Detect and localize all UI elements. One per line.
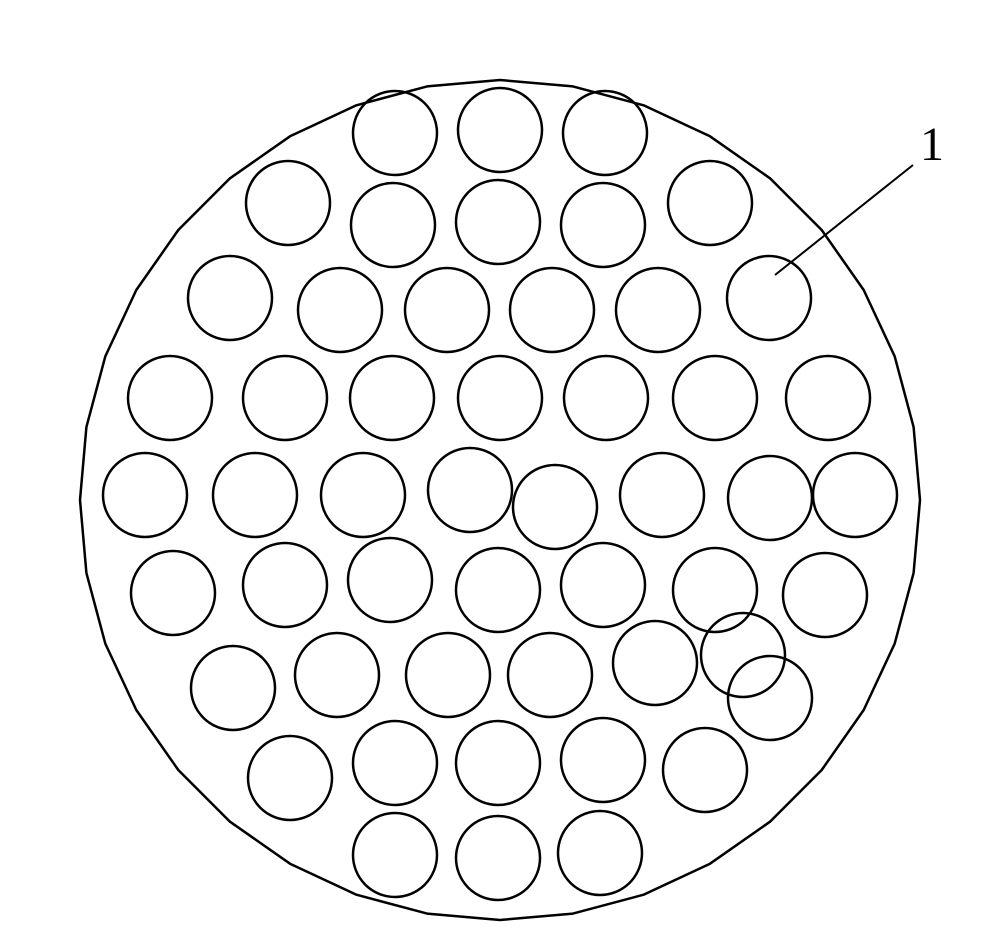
background — [0, 0, 1000, 951]
diagram-figure: 1 — [0, 0, 1000, 951]
callout-label: 1 — [920, 118, 944, 171]
diagram-svg: 1 — [0, 0, 1000, 951]
